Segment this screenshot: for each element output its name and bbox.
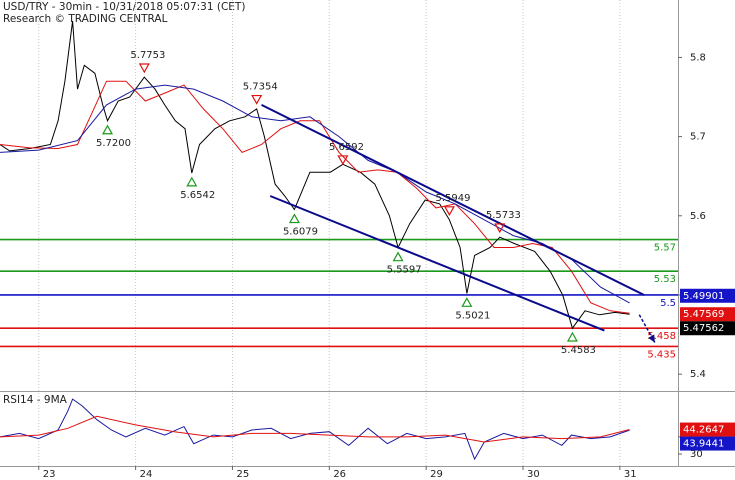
indicator-line	[0, 84, 630, 304]
y-tick-label: 5.4	[690, 369, 706, 380]
x-tick-label: 25	[236, 469, 249, 480]
pivot-marker	[566, 331, 578, 342]
chart-subtitle: Research © TRADING CENTRAL	[3, 13, 168, 25]
x-tick-label: 29	[430, 469, 443, 480]
level-label: 5.458	[647, 331, 676, 342]
x-tick-label: 23	[43, 469, 56, 480]
price-marker-label: 5.47562	[683, 323, 724, 334]
indicator-line	[0, 415, 630, 443]
pivot-marker	[138, 63, 150, 74]
price-marker	[680, 436, 735, 451]
pivot-marker	[186, 176, 198, 187]
pivot-marker	[101, 124, 114, 135]
price-marker-label: 5.49901	[683, 291, 724, 302]
pivot-label: 5.5949	[436, 193, 471, 204]
y-tick-label: 5.6	[690, 211, 706, 222]
y-tick-label: 30	[690, 449, 703, 460]
pivot-marker	[251, 94, 263, 105]
pivot-marker	[392, 251, 404, 262]
price-line	[0, 20, 630, 330]
x-tick-label: 24	[140, 469, 153, 480]
indicator-line	[0, 80, 630, 314]
pivot-label: 5.6592	[329, 142, 364, 153]
price-marker	[680, 321, 735, 336]
price-marker	[680, 422, 735, 437]
pivot-marker	[461, 297, 473, 307]
level-label: 5.53	[654, 274, 676, 285]
x-tick-label: 31	[624, 469, 637, 480]
pivot-label: 5.5733	[486, 210, 521, 221]
x-tick-label: 26	[333, 469, 346, 480]
arrow-head	[648, 334, 655, 343]
level-label: 5.5	[660, 298, 676, 309]
price-marker-label: 5.47569	[683, 309, 724, 320]
pivot-label: 5.5597	[387, 265, 422, 276]
level-label: 5.57	[654, 243, 676, 254]
pivot-label: 5.7200	[96, 138, 131, 149]
level-label: 5.435	[647, 349, 676, 360]
chart-title: USD/TRY - 30min - 10/31/2018 05:07:31 (C…	[3, 1, 245, 13]
y-tick-label: 5.8	[690, 52, 706, 63]
price-marker	[680, 288, 735, 303]
panel-title: RSI14 - 9MA	[3, 394, 68, 406]
price-marker	[680, 307, 735, 322]
trend-line	[261, 104, 645, 296]
pivot-label: 5.7753	[130, 50, 165, 61]
pivot-label: 5.4583	[561, 345, 596, 356]
price-marker-label: 43.9441	[683, 439, 724, 450]
trend-line	[269, 195, 605, 332]
y-tick-label: 5.7	[690, 132, 706, 143]
pivot-marker	[443, 206, 455, 217]
price-marker-label: 44.2647	[683, 425, 724, 436]
pivot-label: 5.7354	[243, 82, 278, 93]
pivot-label: 5.5021	[455, 310, 490, 321]
x-tick-label: 30	[527, 469, 540, 480]
pivot-label: 5.6079	[283, 227, 318, 238]
pivot-label: 5.6542	[180, 190, 215, 201]
pivot-marker	[494, 223, 506, 234]
pivot-marker	[288, 213, 300, 224]
pivot-marker	[337, 155, 349, 166]
